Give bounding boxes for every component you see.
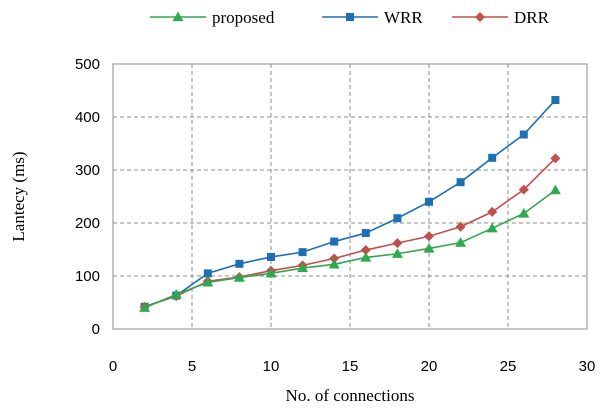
data-point-drr [424, 231, 434, 242]
y-axis-ticks: 0 100 200 300 400 500 [75, 56, 100, 338]
legend: proposed WRR DRR [150, 8, 550, 27]
x-tick-label: 5 [188, 358, 196, 375]
y-tick-label: 200 [75, 215, 100, 232]
x-tick-label: 30 [579, 358, 596, 375]
data-point-drr [487, 206, 498, 217]
data-point-proposed [423, 242, 435, 253]
legend-marker [346, 13, 354, 21]
data-point-wrr [488, 153, 497, 162]
legend-item-proposed: proposed [150, 8, 275, 27]
data-point-wrr [519, 130, 528, 139]
legend-label: DRR [514, 8, 550, 27]
data-point-wrr [393, 214, 402, 223]
data-point-wrr [425, 197, 433, 206]
legend-item-wrr: WRR [322, 8, 423, 27]
data-point-proposed [455, 237, 467, 247]
series-line-wrr [144, 99, 556, 308]
x-axis-title: No. of connections [286, 386, 415, 405]
y-tick-label: 0 [92, 321, 100, 338]
legend-marker [475, 12, 485, 22]
series-layer [139, 96, 561, 312]
legend-item-drr: DRR [452, 8, 550, 27]
x-tick-label: 15 [342, 358, 359, 375]
legend-marker [172, 11, 184, 22]
series-proposed [139, 184, 561, 312]
data-point-proposed [391, 248, 403, 258]
data-point-wrr [267, 252, 275, 261]
y-tick-label: 300 [75, 162, 100, 179]
data-point-proposed [139, 302, 151, 312]
data-point-drr [455, 221, 466, 232]
data-point-wrr [456, 178, 465, 187]
legend-label: WRR [384, 8, 423, 27]
y-tick-label: 400 [75, 109, 100, 126]
data-point-proposed [518, 207, 530, 218]
data-point-proposed [486, 222, 498, 233]
data-point-drr [518, 184, 529, 195]
gridlines [113, 64, 587, 329]
y-tick-label: 100 [75, 268, 100, 285]
data-point-drr [550, 153, 561, 164]
data-point-proposed [549, 184, 561, 195]
data-point-wrr [235, 259, 244, 268]
data-point-proposed [297, 262, 309, 273]
x-tick-label: 0 [109, 358, 117, 375]
series-line-drr [144, 157, 556, 308]
data-point-drr [329, 253, 340, 264]
x-tick-label: 20 [421, 358, 438, 375]
data-point-drr [392, 238, 403, 249]
data-point-drr [360, 245, 371, 256]
data-point-proposed [328, 258, 340, 269]
legend-label: proposed [212, 8, 275, 27]
data-point-wrr [298, 248, 307, 257]
series-line-proposed [144, 189, 556, 309]
data-point-proposed [202, 276, 214, 287]
x-tick-label: 10 [263, 358, 280, 375]
data-point-wrr [551, 96, 560, 105]
x-tick-label: 25 [500, 358, 517, 375]
data-point-wrr [330, 237, 339, 246]
data-point-wrr [203, 269, 212, 278]
data-point-proposed [265, 267, 277, 278]
data-point-proposed [170, 289, 182, 299]
y-axis-title: Lantecy (ms) [9, 151, 28, 241]
data-point-wrr [361, 229, 370, 238]
x-axis-ticks: 0 5 10 15 20 25 30 [109, 358, 596, 375]
data-point-proposed [233, 272, 245, 282]
plot-area-border [112, 63, 588, 330]
y-tick-label: 500 [75, 56, 100, 73]
data-point-proposed [360, 251, 372, 262]
